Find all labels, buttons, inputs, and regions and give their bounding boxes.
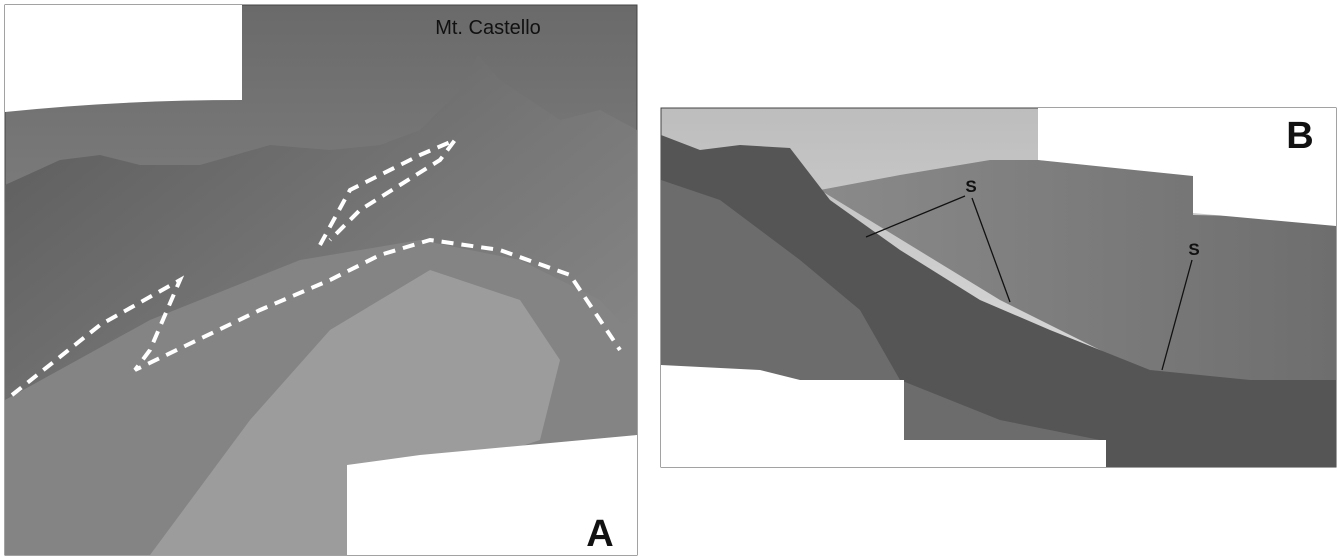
figure: Mt. Castello A B S S [0,0,1338,557]
blank-area [5,5,242,112]
peak-label: Mt. Castello [435,17,541,39]
panel-a: Mt. Castello A [5,5,637,555]
panel-label: B [1286,115,1313,157]
panel-label: A [586,513,613,555]
annotation: S [965,177,976,196]
annotation: S [1188,240,1199,259]
panel-b: B S S [661,108,1336,467]
